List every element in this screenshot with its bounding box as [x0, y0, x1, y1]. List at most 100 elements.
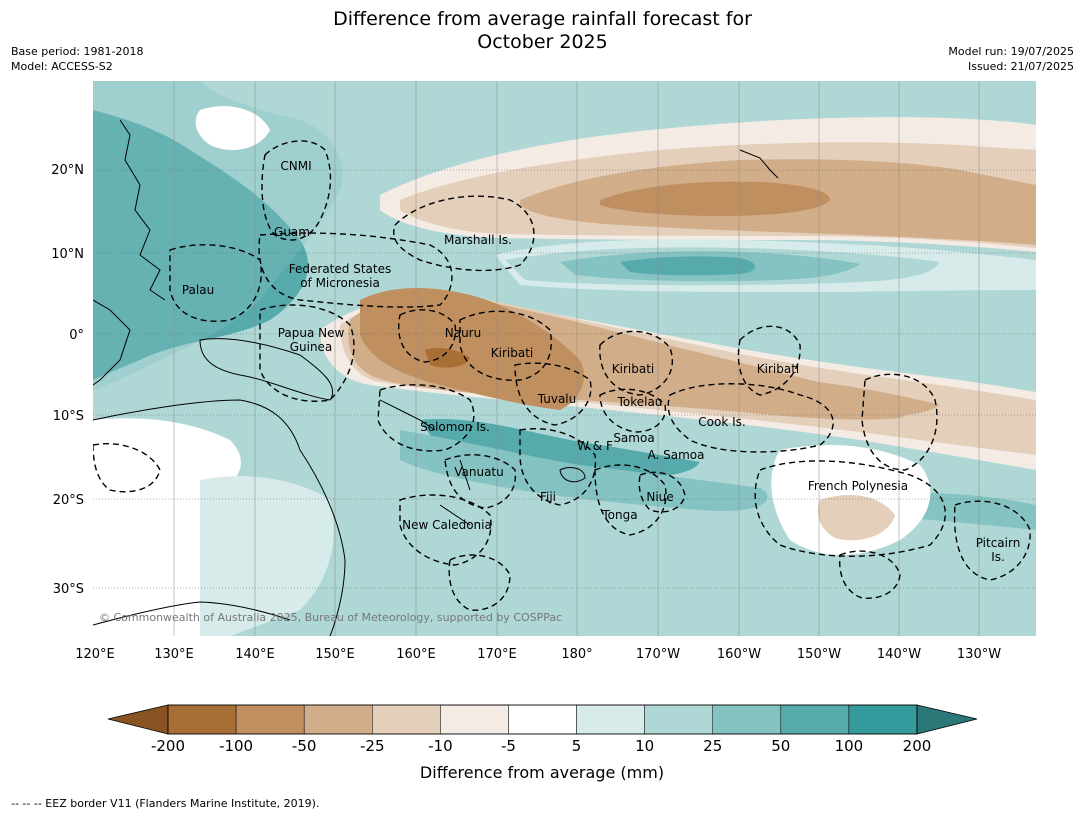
colorbar-tick-label: -200	[151, 737, 185, 755]
colorbar-swatch	[780, 704, 850, 735]
lon-label: 170°W	[636, 647, 680, 662]
label-vanuatu: Vanuatu	[454, 465, 504, 479]
label-pitcairn-line1: Pitcairn	[976, 536, 1021, 550]
lon-label: 120°E	[75, 647, 115, 662]
fiji-coast	[559, 467, 586, 483]
colorbar-frame	[167, 704, 918, 735]
lon-label: 140°W	[877, 647, 921, 662]
label-cook: Cook Is.	[698, 415, 745, 429]
colorbar-title: Difference from average (mm)	[420, 763, 664, 782]
label-kiribati-west: Kiribati	[491, 346, 533, 360]
colorbar-over-triangle	[916, 704, 978, 735]
colorbar-swatch	[372, 704, 441, 735]
copyright-notice: © Commonwealth of Australia 2025, Bureau…	[99, 611, 562, 624]
colorbar-tick-label: 200	[903, 737, 932, 755]
solomon-coast	[379, 399, 436, 431]
dry-south-east	[817, 495, 895, 541]
colorbar-tick-label: -10	[428, 737, 453, 755]
lon-label: 150°W	[797, 647, 841, 662]
lat-label: 0°	[69, 328, 84, 343]
colorbar-swatch	[712, 704, 782, 735]
wet-equator-100	[620, 256, 755, 276]
label-niue: Niue	[646, 490, 673, 504]
base-period: Base period: 1981-2018	[11, 45, 144, 58]
coastlines	[93, 119, 779, 636]
wet-south-dense	[420, 419, 700, 478]
colorbar-swatch	[167, 704, 237, 735]
label-solomon: Solomon Is.	[420, 420, 490, 434]
colorbar-under-triangle	[107, 704, 169, 735]
colorbar: -200 -100 -50 -25 -10 -5 5 10 25 50 100 200 Differe…	[107, 704, 978, 782]
colorbar-labels: -200 -100 -50 -25 -10 -5 5 10 25 50 100 200	[151, 737, 931, 755]
lat-label: 10°N	[51, 247, 84, 262]
new-caledonia-coast	[439, 504, 471, 526]
label-kiribati-east: Kiribati	[757, 362, 799, 376]
label-fiji: Fiji	[540, 490, 556, 504]
label-tuvalu: Tuvalu	[537, 392, 577, 406]
label-nauru: Nauru	[445, 326, 481, 340]
lon-label: 180°	[561, 647, 592, 662]
colorbar-swatch	[508, 704, 577, 735]
lon-label: 160°W	[717, 647, 761, 662]
colorbar-tick-label: 5	[572, 737, 582, 755]
lon-label: 160°E	[396, 647, 436, 662]
wet-south-25	[400, 430, 768, 511]
colorbar-tick-label: 50	[771, 737, 790, 755]
label-palau: Palau	[182, 283, 214, 297]
colorbar-swatches	[167, 704, 918, 735]
colorbar-swatch	[848, 704, 918, 735]
lon-label: 130°W	[957, 647, 1001, 662]
colorbar-tick-label: -50	[292, 737, 317, 755]
new-guinea-coast	[199, 338, 334, 401]
label-kiribati-central: Kiribati	[612, 362, 654, 376]
colorbar-tick-label: 10	[635, 737, 654, 755]
label-guam: Guam	[274, 225, 310, 239]
colorbar-tick-label: -5	[501, 737, 516, 755]
label-samoa: Samoa	[613, 431, 654, 445]
colorbar-swatch	[644, 704, 713, 735]
issued-date: Issued: 21/07/2025	[967, 60, 1074, 73]
colorbar-swatch	[440, 704, 509, 735]
colorbar-swatch	[303, 704, 373, 735]
label-fsm-line2: of Micronesia	[300, 276, 380, 290]
label-tonga: Tonga	[601, 508, 637, 522]
label-tokelau: Tokelau	[617, 395, 663, 409]
label-american-samoa: A. Samoa	[648, 448, 705, 462]
lat-label: 10°S	[53, 409, 84, 424]
wet-west-25	[93, 81, 343, 390]
label-pitcairn-line2: Is.	[991, 550, 1005, 564]
borneo-coast	[93, 299, 131, 386]
model-name: Model: ACCESS-S2	[11, 60, 113, 73]
neutral-north-patch	[195, 106, 270, 150]
lat-label: 30°S	[53, 582, 84, 597]
australia-coast	[93, 399, 346, 636]
label-png-line2: Guinea	[290, 340, 333, 354]
label-png-line1: Papua New	[278, 326, 345, 340]
lat-label: 20°S	[53, 493, 84, 508]
place-labels: CNMI Guam Marshall Is. Federated States …	[182, 159, 1020, 564]
meta-left: Base period: 1981-2018 Model: ACCESS-S2	[11, 44, 143, 74]
vanuatu-coast	[459, 459, 471, 491]
meta-right: Model run: 19/07/2025 Issued: 21/07/2025	[948, 44, 1074, 74]
title-line-1: Difference from average rainfall forecas…	[333, 8, 752, 30]
colorbar-swatch	[235, 704, 305, 735]
model-run: Model run: 19/07/2025	[948, 45, 1074, 58]
lon-label: 130°E	[154, 647, 194, 662]
label-wallis-futuna: W & F	[577, 439, 613, 453]
hawaii-coast	[739, 149, 779, 179]
colorbar-tick-label: 25	[703, 737, 722, 755]
label-marshall: Marshall Is.	[444, 233, 512, 247]
label-cnmi: CNMI	[280, 159, 311, 173]
colorbar-tick-label: -100	[219, 737, 253, 755]
lat-label: 20°N	[51, 163, 84, 178]
colorbar-tick-label: 100	[835, 737, 864, 755]
eez-borders	[93, 140, 1031, 611]
title-line-2: October 2025	[477, 31, 608, 53]
latitude-labels: 20°N 10°N 0° 10°S 20°S 30°S	[51, 163, 84, 597]
new-zealand-coast	[93, 601, 291, 626]
lon-label: 140°E	[235, 647, 275, 662]
meridians	[173, 81, 980, 636]
colorbar-tick-label: -25	[360, 737, 385, 755]
wet-australia-10	[200, 476, 334, 636]
